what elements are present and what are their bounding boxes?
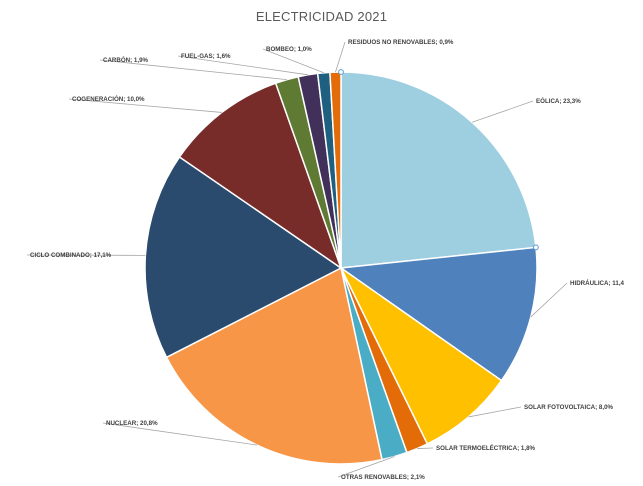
pie-slice-nuclear bbox=[165, 266, 383, 465]
pie-slice-hidraulica bbox=[338, 246, 538, 382]
leader-line-residuos-no-renovables bbox=[335, 41, 346, 73]
leader-line-nuclear bbox=[102, 422, 257, 446]
leader-line-bombeo bbox=[262, 48, 324, 74]
leader-line-solar-fotovoltaica bbox=[468, 406, 522, 418]
slice-label-ciclo-combinado: CICLO COMBINADO; 17,1% bbox=[30, 252, 112, 259]
slice-label-eolica: EÓLICA; 23,3% bbox=[536, 97, 581, 105]
slice-label-carbon: CARBÓN; 1,9% bbox=[103, 56, 149, 64]
chart-title: ELECTRICIDAD 2021 bbox=[255, 9, 388, 24]
slice-label-cogeneracion: COGENERACIÓN; 10,0% bbox=[72, 95, 145, 103]
slice-label-nuclear: NUCLEAR; 20,8% bbox=[106, 420, 158, 427]
slice-label-solar-termoelectrica: SOLAR TERMOELÉCTRICA; 1,8% bbox=[436, 444, 536, 452]
leader-line-hidraulica bbox=[530, 282, 568, 318]
selection-handle-0[interactable] bbox=[338, 69, 344, 75]
selection-handle-1[interactable] bbox=[533, 244, 539, 251]
leader-line-cogeneracion bbox=[68, 98, 222, 113]
pie-slice-solar-fotovoltaica bbox=[340, 267, 503, 445]
slice-label-solar-fotovoltaica: SOLAR FOTOVOLTAICA; 8,0% bbox=[524, 404, 614, 411]
pie-slice-cogeneracion bbox=[178, 82, 343, 270]
slice-label-fuel-gas: FUEL-GAS; 1,6% bbox=[181, 53, 231, 60]
leader-line-solar-termoelectrica bbox=[417, 447, 434, 449]
pie-slice-ciclo-combinado bbox=[144, 155, 343, 359]
slice-label-otras-renovables: OTRAS RENOVABLES; 2,1% bbox=[341, 474, 425, 481]
slice-label-residuos-no-renovables: RESIDUOS NO RENOVABLES; 0,9% bbox=[348, 39, 454, 46]
leader-line-otras-renovables bbox=[337, 456, 395, 478]
leader-line-fuel-gas bbox=[177, 55, 308, 76]
leader-line-carbon bbox=[99, 59, 287, 81]
leader-line-eolica bbox=[471, 100, 534, 123]
slice-label-bombeo: BOMBEO; 1,0% bbox=[266, 46, 312, 53]
pie-slice-eolica bbox=[340, 71, 537, 269]
slice-label-hidraulica: HIDRÁULICA; 11,4 bbox=[570, 280, 625, 287]
